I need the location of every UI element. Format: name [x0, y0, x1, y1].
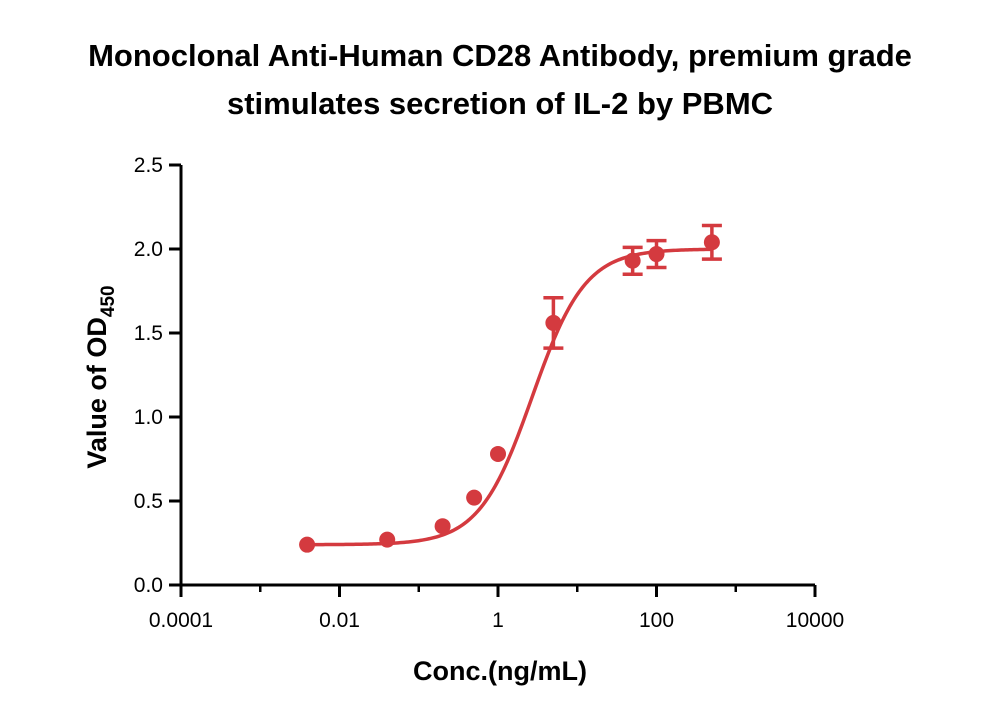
x-axis-label: Conc.(ng/mL) [413, 656, 587, 686]
x-tick-label: 0.01 [319, 609, 360, 632]
data-point [624, 252, 641, 269]
axes: 0.0 0.5 1.0 1.5 2.0 2.5 0.0001 0.01 1 100 10000 [134, 154, 844, 632]
x-tick-label: 10000 [786, 609, 844, 632]
fit-curve [307, 247, 712, 547]
y-tick-label: 0.5 [134, 490, 163, 513]
fit-curve-group [307, 247, 712, 547]
data-points-group [299, 223, 722, 553]
x-tick-label: 1 [492, 609, 504, 632]
y-tick-label: 0.0 [134, 574, 163, 597]
chart-title-block: Monoclonal Anti-Human CD28 Antibody, pre… [0, 32, 1000, 128]
y-tick-label: 2.0 [134, 238, 163, 261]
x-tick-label: 100 [639, 609, 674, 632]
data-point [434, 518, 451, 535]
y-axis-label-subscript: 450 [98, 285, 119, 317]
y-axis-label: Value of OD450 [82, 285, 119, 468]
y-tick-label: 2.5 [134, 154, 163, 177]
data-point [379, 531, 396, 548]
x-tick-label: 0.0001 [149, 609, 213, 632]
data-point [466, 489, 483, 506]
data-point [490, 445, 506, 462]
data-point [299, 536, 316, 553]
y-tick-label: 1.0 [134, 406, 163, 429]
data-point [545, 314, 562, 331]
y-axis-label-main: Value of OD [82, 317, 112, 469]
y-tick-label: 1.5 [134, 322, 163, 345]
chart-subtitle: stimulates secretion of IL-2 by PBMC [226, 86, 774, 121]
chart-title: Monoclonal Anti-Human CD28 Antibody, pre… [88, 38, 912, 73]
data-point [648, 246, 665, 263]
data-point [703, 234, 720, 251]
